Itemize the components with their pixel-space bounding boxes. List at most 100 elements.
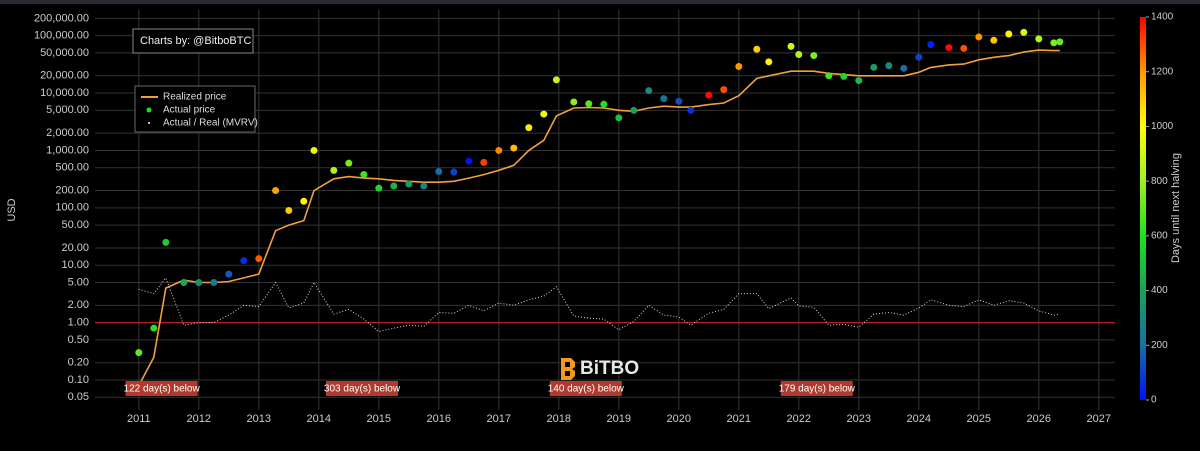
- watermark-logo: [561, 358, 575, 380]
- y-tick-label: 0.10: [68, 374, 89, 386]
- colorbar-tick-label: 400: [1151, 285, 1168, 296]
- price-point: [135, 349, 143, 357]
- price-point: [480, 158, 488, 166]
- annotation-box: [549, 381, 622, 396]
- colorbar-tick-label: 1400: [1151, 12, 1174, 23]
- x-tick-label: 2015: [367, 413, 391, 425]
- price-point: [540, 110, 548, 118]
- price-point: [1050, 39, 1058, 47]
- annotation: 140 day(s) below: [548, 384, 625, 395]
- price-point: [285, 206, 293, 214]
- price-point: [900, 64, 908, 72]
- legend-label: Realized price: [163, 92, 227, 103]
- annotation-box: [780, 381, 853, 396]
- price-point: [240, 257, 248, 265]
- colorbar-tick-label: 800: [1151, 176, 1168, 187]
- price-point: [570, 98, 578, 106]
- colorbar: 0 200 400 600 800 1000 1200 1400: [1140, 12, 1174, 406]
- price-point: [975, 33, 983, 41]
- annotation: 303 day(s) below: [324, 384, 401, 395]
- legend-swatch: [146, 107, 152, 113]
- price-point: [330, 166, 338, 174]
- price-point: [1005, 30, 1013, 38]
- price-point: [495, 146, 503, 154]
- x-tick-label: 2014: [307, 413, 331, 425]
- price-point: [810, 52, 818, 60]
- y-tick-label: 2,000.00: [46, 127, 89, 139]
- price-point: [720, 86, 728, 94]
- price-point: [825, 72, 833, 80]
- price-point: [210, 278, 218, 286]
- y-tick-label: 500.00: [55, 162, 89, 174]
- y-tick-label: 20.00: [61, 242, 89, 254]
- price-point: [630, 106, 638, 114]
- y-tick-label: 10,000.00: [40, 87, 89, 99]
- x-tick-label: 2022: [787, 413, 811, 425]
- price-point: [585, 100, 593, 108]
- price-point: [870, 63, 878, 71]
- realized-price-line: [138, 49, 1060, 386]
- price-point: [450, 168, 458, 176]
- price-point: [600, 100, 608, 108]
- price-point: [465, 157, 473, 165]
- y-tick-label: 10.00: [61, 259, 89, 271]
- x-tick-label: 2018: [547, 413, 571, 425]
- y-tick-label: 200.00: [55, 184, 89, 196]
- y-tick-label: 100,000.00: [34, 30, 89, 42]
- price-point: [150, 324, 158, 332]
- price-point: [753, 45, 761, 53]
- price-point: [405, 180, 413, 188]
- y-tick-label: 0.50: [68, 334, 89, 346]
- price-point: [272, 187, 280, 195]
- price-point: [390, 182, 398, 190]
- price-point: [765, 58, 773, 66]
- price-point: [795, 50, 803, 58]
- price-point: [735, 63, 743, 71]
- price-point: [615, 114, 623, 122]
- legend-label: Actual / Real (MVRV): [163, 118, 258, 129]
- price-point: [945, 44, 953, 52]
- grid: [95, 10, 1115, 410]
- x-tick-label: 2019: [607, 413, 631, 425]
- price-point: [360, 171, 368, 179]
- y-tick-label: 2.00: [68, 299, 89, 311]
- x-tick-label: 2025: [967, 413, 991, 425]
- annotation: 179 day(s) below: [779, 384, 856, 395]
- price-point: [300, 197, 308, 205]
- legend-label: Actual price: [163, 105, 216, 116]
- watermark-logo-cut: [565, 362, 570, 376]
- price-point: [1020, 28, 1028, 36]
- colorbar-bar: [1140, 17, 1146, 400]
- x-tick-label: 2016: [427, 413, 451, 425]
- y-tick-label: 50.00: [61, 219, 89, 231]
- price-point: [510, 144, 518, 152]
- price-point: [525, 124, 533, 132]
- x-tick-label: 2011: [127, 413, 151, 425]
- x-tick-label: 2012: [187, 413, 211, 425]
- y-tick-label: 20,000.00: [40, 70, 89, 82]
- price-point: [915, 53, 923, 61]
- price-point: [375, 184, 383, 192]
- price-point: [180, 278, 188, 286]
- price-point: [435, 167, 443, 175]
- price-point: [310, 146, 318, 154]
- price-point: [927, 41, 935, 49]
- mvrv-line: [138, 276, 1060, 333]
- y-tick-label: 5.00: [68, 276, 89, 288]
- x-tick-label: 2023: [847, 413, 871, 425]
- price-point: [990, 36, 998, 44]
- price-point: [705, 91, 713, 99]
- x-tick-label: 2017: [487, 413, 511, 425]
- price-point: [1035, 35, 1043, 43]
- colorbar-tick-label: 0: [1151, 395, 1157, 406]
- y-tick-label: 100.00: [55, 202, 89, 214]
- watermark: BiTBO: [580, 358, 639, 379]
- price-point: [960, 44, 968, 52]
- x-tick-label: 2020: [667, 413, 691, 425]
- y-tick-label: 0.05: [68, 391, 89, 403]
- credit-box: [132, 28, 254, 54]
- credit: Charts by: @BitboBTC: [140, 35, 251, 47]
- colorbar-tick-label: 1000: [1151, 121, 1174, 132]
